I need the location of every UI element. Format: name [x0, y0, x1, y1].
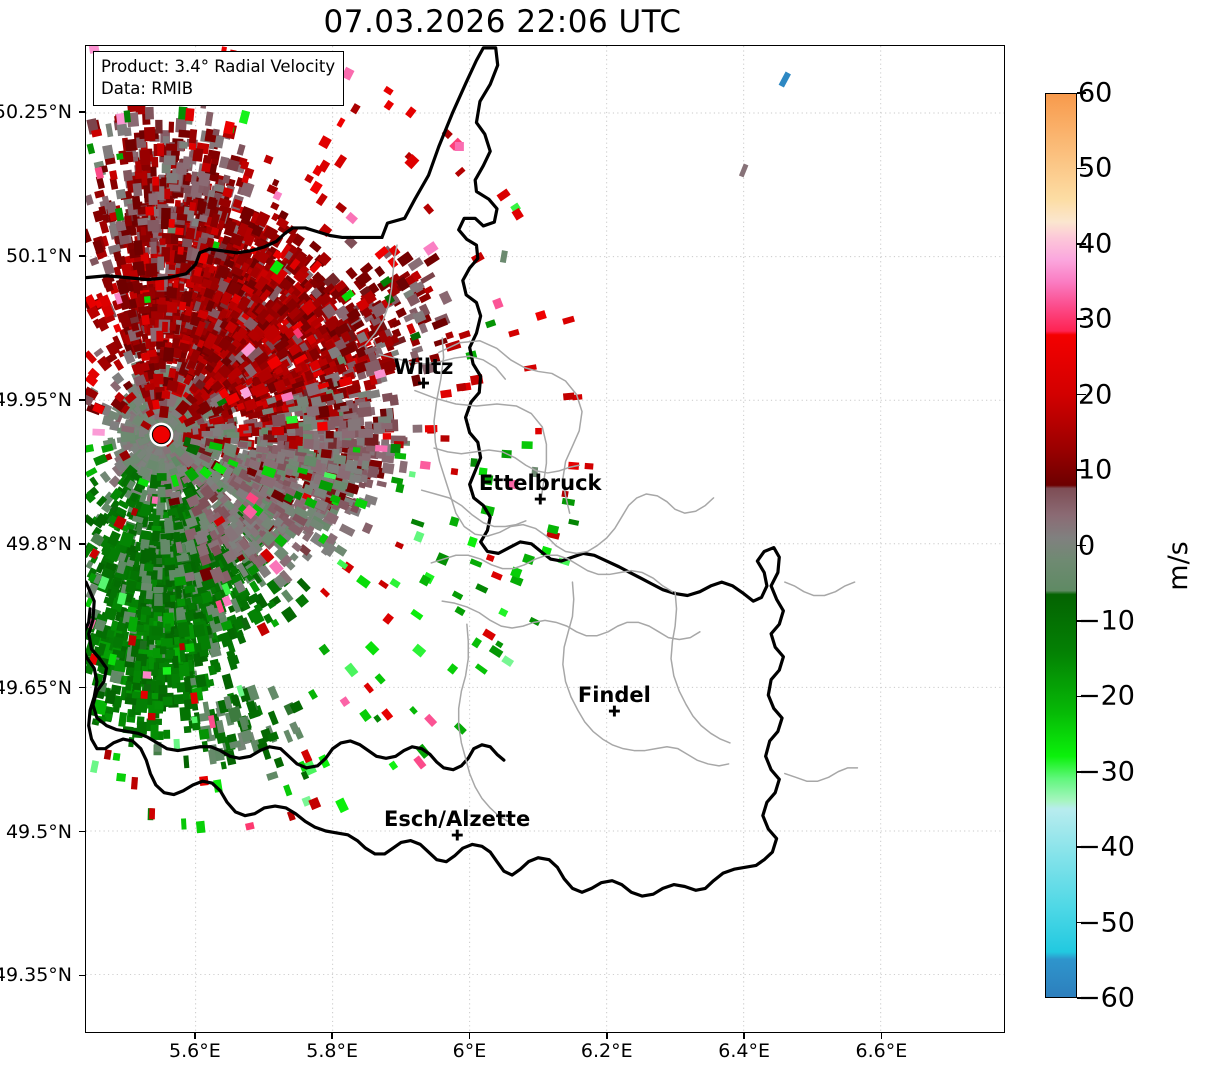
- x-tick-mark: [194, 1033, 196, 1039]
- border-layer: [86, 46, 859, 898]
- radar-map-axes: [85, 45, 1005, 1033]
- city-label-ettelbruck: Ettelbruck: [478, 470, 602, 495]
- colorbar-tick-label: −40: [1078, 831, 1135, 863]
- x-tick-label: 6.4°E: [718, 1040, 770, 1062]
- colorbar-tick-mark: [1077, 770, 1086, 773]
- colorbar-tick-mark: [1077, 620, 1086, 622]
- city-label-wiltz: Wiltz: [393, 354, 454, 379]
- y-tick-mark: [79, 399, 85, 401]
- colorbar: [1045, 93, 1077, 998]
- y-tick-text: 49.5°N: [5, 820, 72, 843]
- page-title: 07.03.2026 22:06 UTC: [323, 4, 682, 40]
- city-marker: ✚: [417, 374, 430, 393]
- colorbar-tick-label: −20: [1078, 680, 1135, 712]
- y-tick-text: 49.95°N: [0, 388, 72, 411]
- map-canvas: [86, 46, 1004, 1032]
- y-tick-text: 49.8°N: [5, 532, 72, 555]
- y-tick-mark: [79, 111, 85, 113]
- x-tick-mark: [331, 1033, 333, 1039]
- radar-echo-layer: [86, 46, 791, 834]
- y-tick-mark: [79, 542, 85, 545]
- y-tick-text: 49.35°N: [0, 964, 72, 987]
- x-tick-mark: [605, 1033, 608, 1039]
- product-line: Product: 3.4° Radial Velocity: [101, 57, 336, 76]
- colorbar-tick-mark: [1077, 921, 1086, 924]
- colorbar-tick-label: −30: [1078, 756, 1135, 788]
- colorbar-axis-label: m/s: [1163, 541, 1194, 591]
- city-marker: ✚: [450, 826, 464, 845]
- y-tick-mark: [79, 686, 85, 689]
- colorbar-tick-mark: [1077, 469, 1086, 471]
- colorbar-tick-mark: [1077, 544, 1086, 547]
- y-tick-text: 50.1°N: [5, 245, 72, 268]
- x-tick-label: 6°E: [452, 1040, 487, 1062]
- x-tick-mark: [468, 1033, 471, 1039]
- colorbar-tick-mark: [1077, 167, 1086, 170]
- colorbar-tick-label: 0: [1078, 530, 1096, 561]
- y-tick-mark: [79, 974, 85, 977]
- colorbar-tick-mark: [1077, 393, 1086, 396]
- city-marker: ✚: [608, 702, 621, 721]
- x-tick-label: 5.6°E: [168, 1040, 221, 1062]
- radar-site-marker: [149, 422, 174, 447]
- city-marker: ✚: [533, 490, 547, 509]
- product-info-box: Product: 3.4° Radial Velocity Data: RMIB: [93, 51, 345, 106]
- x-tick-mark: [880, 1033, 883, 1039]
- data-source-line: Data: RMIB: [101, 78, 194, 98]
- colorbar-tick-mark: [1077, 318, 1086, 321]
- x-tick-label: 5.8°E: [306, 1040, 359, 1062]
- city-label-findel: Findel: [577, 682, 651, 707]
- y-tick-text: 50.25°N: [0, 101, 72, 124]
- x-tick-label: 6.6°E: [855, 1040, 908, 1062]
- colorbar-tick-label: −10: [1078, 605, 1135, 637]
- colorbar-tick-label: −50: [1078, 907, 1135, 939]
- colorbar-tick-mark: [1077, 997, 1086, 999]
- y-tick-text: 49.65°N: [0, 676, 72, 699]
- colorbar-tick-mark: [1077, 695, 1086, 698]
- city-label-esch-alzette: Esch/Alzette: [384, 807, 531, 832]
- colorbar-tick-mark: [1077, 846, 1086, 848]
- x-tick-mark: [743, 1033, 745, 1039]
- colorbar-tick-label: −60: [1078, 982, 1135, 1014]
- colorbar-tick-mark: [1077, 92, 1086, 94]
- y-tick-mark: [79, 830, 85, 833]
- y-tick-mark: [79, 255, 85, 257]
- colorbar-tick-mark: [1077, 243, 1086, 245]
- x-tick-label: 6.2°E: [580, 1040, 633, 1062]
